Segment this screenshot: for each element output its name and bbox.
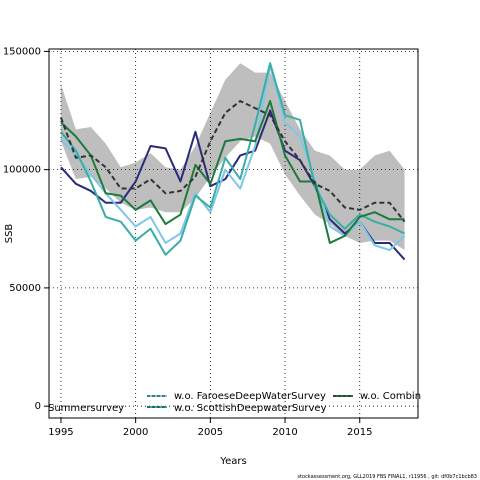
y-tick-label: 50000 bbox=[9, 283, 41, 294]
series-line-4 bbox=[60, 100, 406, 223]
series-line-3 bbox=[60, 100, 405, 244]
series-lines bbox=[60, 62, 406, 261]
x-tick-label: 2000 bbox=[123, 427, 148, 438]
y-tick-label: 100000 bbox=[3, 165, 41, 176]
x-tick-label: 2015 bbox=[347, 427, 372, 438]
y-axis: 0 50000 100000 150000 bbox=[3, 46, 49, 412]
y-tick-label: 150000 bbox=[3, 46, 41, 57]
x-axis-title: Years bbox=[219, 456, 246, 467]
x-tick-label: 1995 bbox=[48, 427, 73, 438]
x-tick-label: 2010 bbox=[272, 427, 297, 438]
footer-note: stockassessment.org, GLL2019 FBS FINAL1,… bbox=[297, 474, 477, 480]
x-axis: 1995 2000 2005 2010 2015 bbox=[48, 418, 372, 438]
legend-label: w.o. ScottishDeepwaterSurvey bbox=[174, 403, 327, 414]
plot-frame bbox=[48, 48, 419, 419]
x-tick-label: 2005 bbox=[198, 427, 223, 438]
y-tick-label: 0 bbox=[35, 401, 41, 412]
y-axis-title: SSB bbox=[4, 224, 15, 244]
legend-label: w.o. Combin bbox=[360, 391, 421, 402]
legend-label: Summersurvey bbox=[48, 403, 124, 414]
series-line-2 bbox=[60, 62, 405, 256]
legend-label: w.o. FaroeseDeepWaterSurvey bbox=[174, 391, 326, 402]
